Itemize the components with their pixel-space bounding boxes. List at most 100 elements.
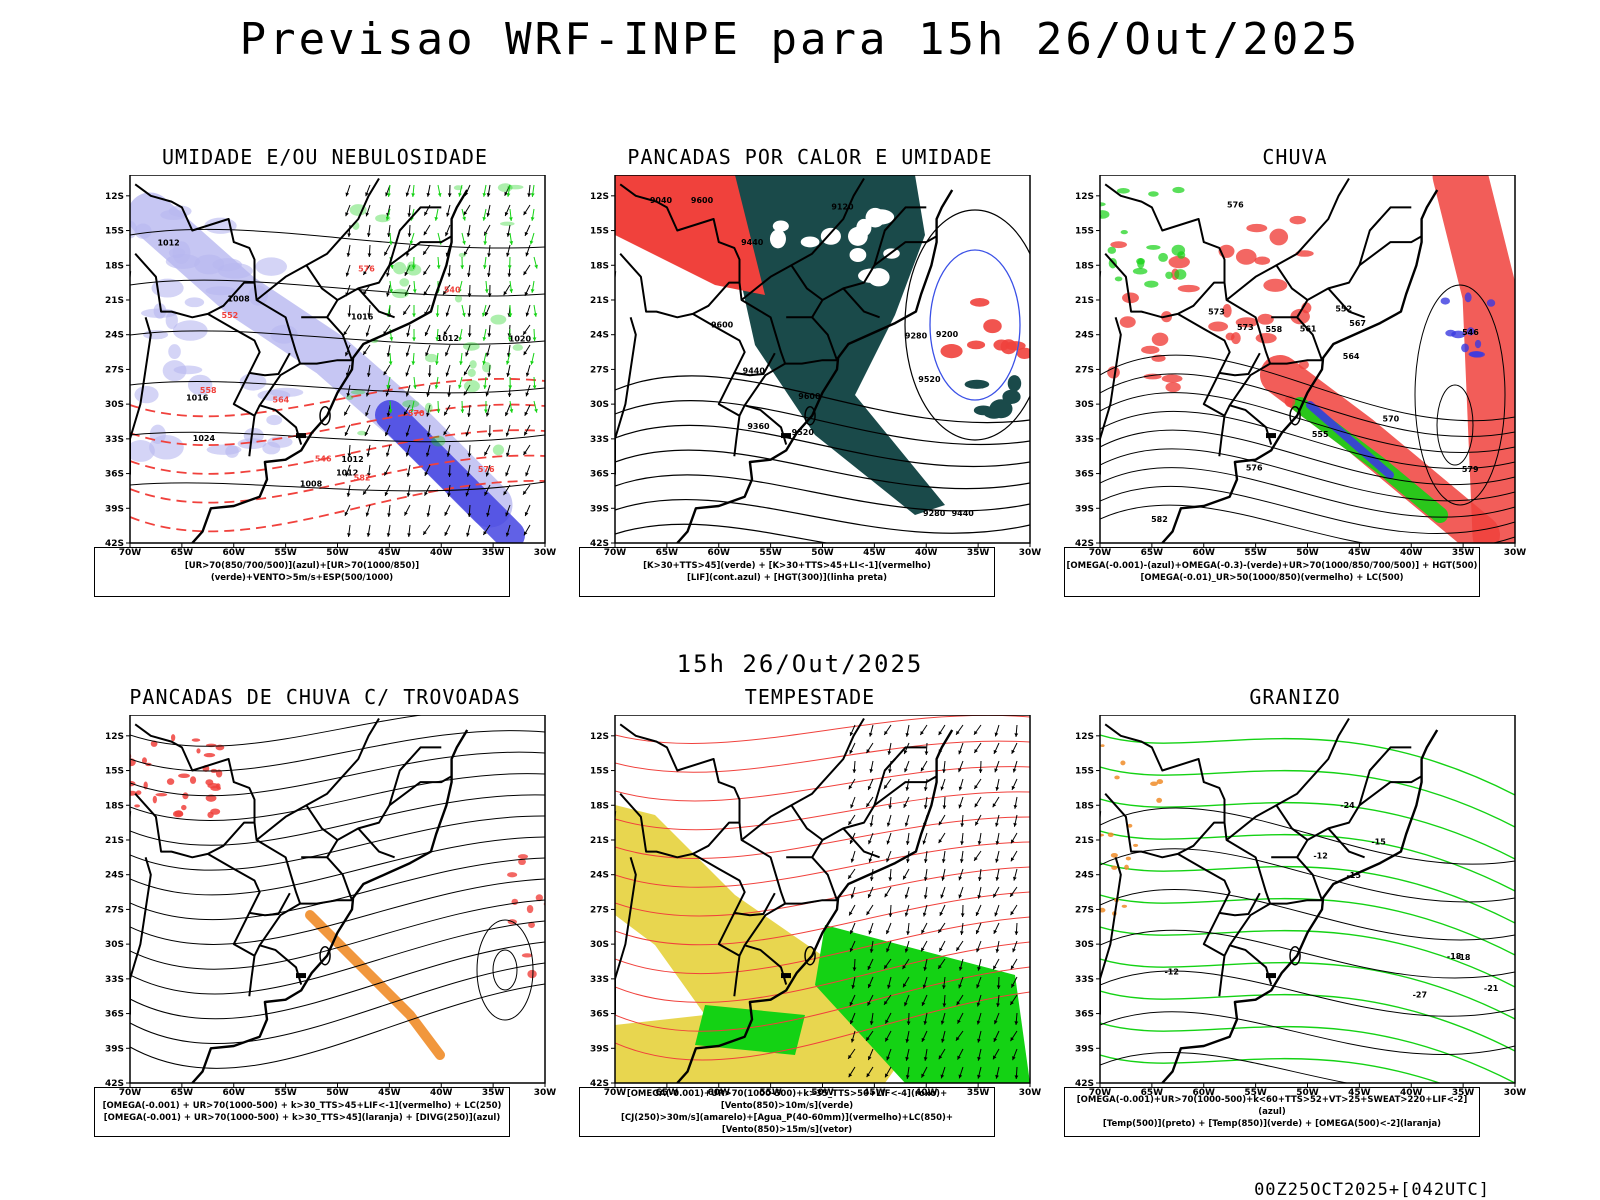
humidity-area xyxy=(497,183,513,192)
wind-vector xyxy=(487,273,491,277)
lat-label: 36S xyxy=(1075,1010,1094,1020)
thunder-area xyxy=(518,858,526,866)
lon-label: 65W xyxy=(171,1088,194,1098)
state-border xyxy=(357,287,395,319)
lat-label: 30S xyxy=(105,400,124,410)
wind-vector xyxy=(425,452,430,457)
wind-vector xyxy=(460,409,465,413)
humidity-area xyxy=(458,252,466,258)
humidity-area xyxy=(269,387,304,397)
humidity-area xyxy=(187,374,213,396)
lon-label: 65W xyxy=(1141,548,1164,558)
lon-label: 55W xyxy=(1244,548,1267,558)
temp850-contour xyxy=(1100,798,1515,860)
map-layer xyxy=(130,715,545,1083)
lagoon xyxy=(804,945,816,966)
omega-area xyxy=(1121,904,1128,908)
thickness-contour xyxy=(130,480,545,533)
pressure-contour xyxy=(130,381,545,394)
wind-vector xyxy=(868,840,872,845)
wind-vector xyxy=(525,312,530,317)
wind-vector xyxy=(461,312,466,317)
wind-vector xyxy=(487,373,492,377)
legend-line: [CJ(250)>30m/s](amarelo)+[Agua_P(40-60mm… xyxy=(620,1113,954,1135)
wind-vector xyxy=(995,786,1000,791)
lat-label: 15S xyxy=(105,227,124,237)
wind-vector xyxy=(534,264,538,269)
humidity-area xyxy=(507,184,524,190)
state-border xyxy=(1327,287,1365,319)
wind-vector xyxy=(366,373,371,377)
wind-vector xyxy=(993,893,997,898)
wind-vector xyxy=(458,288,462,293)
temp500-contour xyxy=(1100,889,1515,941)
lat-label: 24S xyxy=(590,871,609,881)
wind-vector xyxy=(902,965,907,970)
wind-vector xyxy=(1012,1056,1016,1061)
streamline xyxy=(615,991,1030,1061)
wind-vector xyxy=(887,984,891,989)
lon-label: 50W xyxy=(811,548,834,558)
wind-vector xyxy=(530,360,534,365)
lake-mark xyxy=(296,433,306,439)
wind-vector xyxy=(481,312,486,317)
humidity-area xyxy=(402,400,420,408)
wind-vector xyxy=(484,312,489,317)
wind-vector xyxy=(904,894,909,899)
wind-vector xyxy=(851,984,856,989)
wind-vector xyxy=(509,289,514,293)
wind-vector xyxy=(848,874,852,879)
wind-vector xyxy=(956,730,960,735)
thunder-area xyxy=(155,793,168,797)
wind-vector xyxy=(938,839,943,844)
lon-label: 45W xyxy=(863,1088,886,1098)
humidity-area xyxy=(350,389,366,395)
wind-vector xyxy=(466,532,470,537)
wind-vector xyxy=(487,333,492,337)
wind-vector xyxy=(483,531,487,535)
wind-vector xyxy=(975,911,980,916)
lon-label: 50W xyxy=(811,1088,834,1098)
contour-label: 9440 xyxy=(743,366,766,375)
humidity-area xyxy=(262,441,281,455)
wind-vector xyxy=(869,877,874,881)
lon-label: 55W xyxy=(759,548,782,558)
wind-vector xyxy=(524,231,529,236)
lon-label: 30W xyxy=(1504,1088,1527,1098)
wind-vector xyxy=(524,411,529,416)
lon-label: 50W xyxy=(1296,1088,1319,1098)
wind-vector xyxy=(465,492,470,497)
state-border xyxy=(619,253,740,319)
state-border xyxy=(357,827,395,859)
legend-line: [OMEGA(-0.001)-(azul)+OMEGA(-0.3)-(verde… xyxy=(1066,561,1478,571)
streamline xyxy=(615,715,1030,744)
lat-label: 21S xyxy=(105,836,124,846)
clear-gap xyxy=(769,229,786,249)
wind-vector xyxy=(367,313,372,317)
wind-vector xyxy=(530,289,535,293)
rain-area xyxy=(1246,223,1268,233)
rain-area xyxy=(1161,374,1183,383)
contour-label: 9200 xyxy=(936,330,959,339)
temp500-contour xyxy=(1100,1051,1515,1083)
wind-vector xyxy=(424,471,429,476)
wind-vector xyxy=(347,313,352,317)
state-border xyxy=(717,912,741,997)
wind-vector xyxy=(994,768,998,773)
lat-label: 15S xyxy=(1075,767,1094,777)
lat-label: 21S xyxy=(1075,836,1094,846)
wind-vector xyxy=(993,1055,997,1060)
wind-vector xyxy=(848,1073,853,1078)
wind-vector xyxy=(958,804,963,809)
contour-label: 9440 xyxy=(952,509,975,518)
wind-vector xyxy=(867,786,872,790)
wind-vector xyxy=(868,732,873,737)
wind-vector xyxy=(904,912,909,917)
omega-area xyxy=(1125,856,1132,861)
wind-vector xyxy=(505,472,509,477)
state-border xyxy=(1223,944,1231,957)
wind-vector xyxy=(530,193,535,197)
wind-vector xyxy=(848,821,852,826)
wind-vector xyxy=(995,858,999,863)
state-border xyxy=(786,758,896,859)
